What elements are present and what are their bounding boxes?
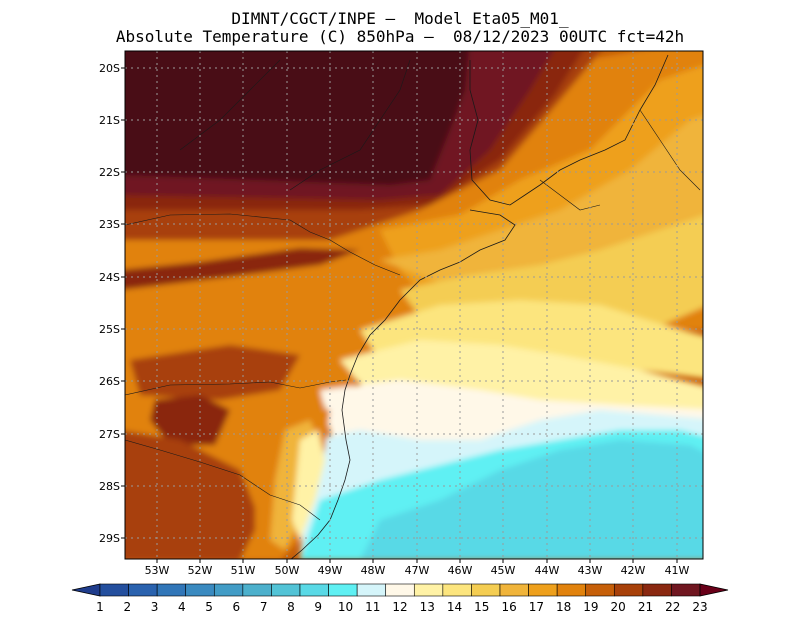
longitude-labels: 53W 52W 51W 50W 49W 48W 47W 46W 45W 44W 43W 42W 41W xyxy=(145,559,690,577)
lat-label: 23S xyxy=(99,218,120,231)
lon-label: 47W xyxy=(405,564,430,577)
lon-label: 44W xyxy=(535,564,560,577)
colorbar-label: 12 xyxy=(392,600,407,614)
colorbar-swatch xyxy=(556,583,587,597)
lon-label: 46W xyxy=(448,564,473,577)
lon-label: 49W xyxy=(318,564,343,577)
colorbar-label: 14 xyxy=(447,600,462,614)
colorbar-swatch xyxy=(242,583,272,597)
colorbar-swatch xyxy=(213,583,244,597)
lat-label: 28S xyxy=(99,480,120,493)
colorbar-label: 18 xyxy=(556,600,571,614)
lat-label: 21S xyxy=(99,114,120,127)
graticule xyxy=(125,51,703,559)
lat-label: 25S xyxy=(99,323,120,336)
lon-label: 53W xyxy=(145,564,170,577)
colorbar-label: 11 xyxy=(365,600,380,614)
map-title-line-1: DIMNT/CGCT/INPE – Model Eta05_M01_ xyxy=(231,9,569,28)
colorbar-swatch xyxy=(471,583,501,597)
colorbar: 1 2 3 4 5 6 7 8 9 10 11 12 13 14 15 16 17 18 19 20 21 22 23 xyxy=(71,583,729,614)
colorbar-swatch xyxy=(356,583,387,597)
lat-label: 26S xyxy=(99,375,120,388)
colorbar-swatch xyxy=(642,583,672,597)
colorbar-label: 16 xyxy=(501,600,516,614)
colorbar-label: 3 xyxy=(151,600,159,614)
colorbar-swatch xyxy=(385,583,415,597)
state-borders xyxy=(125,59,701,521)
colorbar-swatch xyxy=(99,583,129,597)
colorbar-label: 17 xyxy=(529,600,544,614)
colorbar-swatch xyxy=(185,583,215,597)
colorbar-label: 23 xyxy=(692,600,707,614)
colorbar-swatch xyxy=(128,583,158,597)
lat-label: 29S xyxy=(99,532,120,545)
colorbar-swatch xyxy=(299,583,329,597)
colorbar-arrow-right xyxy=(699,583,729,597)
colorbar-label: 6 xyxy=(233,600,241,614)
colorbar-swatch xyxy=(671,583,701,597)
lat-label: 24S xyxy=(99,271,120,284)
lon-label: 41W xyxy=(665,564,690,577)
lon-label: 48W xyxy=(361,564,386,577)
colorbar-label: 9 xyxy=(314,600,322,614)
colorbar-swatch xyxy=(585,583,615,597)
colorbar-label: 4 xyxy=(178,600,186,614)
lon-label: 45W xyxy=(491,564,516,577)
colorbar-label: 8 xyxy=(287,600,295,614)
colorbar-arrow-left xyxy=(71,583,101,597)
colorbar-swatch xyxy=(271,583,301,597)
colorbar-label: 21 xyxy=(638,600,653,614)
colorbar-label: 1 xyxy=(96,600,104,614)
lon-label: 42W xyxy=(621,564,646,577)
colorbar-label: 20 xyxy=(611,600,626,614)
colorbar-label: 22 xyxy=(665,600,680,614)
lon-label: 52W xyxy=(188,564,213,577)
colorbar-label: 15 xyxy=(474,600,489,614)
lon-label: 50W xyxy=(275,564,300,577)
colorbar-swatch xyxy=(499,583,529,597)
lat-label: 22S xyxy=(99,166,120,179)
colorbar-swatch xyxy=(528,583,558,597)
colorbar-label: 13 xyxy=(420,600,435,614)
lat-label: 20S xyxy=(99,62,120,75)
temperature-field xyxy=(125,51,703,559)
colorbar-label: 5 xyxy=(205,600,213,614)
colorbar-swatch xyxy=(156,583,187,597)
colorbar-label: 2 xyxy=(123,600,131,614)
colorbar-label: 10 xyxy=(338,600,353,614)
lon-label: 51W xyxy=(231,564,256,577)
colorbar-swatch xyxy=(328,583,358,597)
colorbar-swatch xyxy=(613,583,644,597)
lat-label: 27S xyxy=(99,428,120,441)
map-title-line-2: Absolute Temperature (C) 850hPa – 08/12/… xyxy=(115,27,685,46)
latitude-labels: 20S 21S 22S 23S 24S 25S 26S 27S 28S 29S xyxy=(99,62,125,545)
colorbar-label: 19 xyxy=(583,600,598,614)
colorbar-swatch xyxy=(442,583,472,597)
colorbar-label: 7 xyxy=(260,600,268,614)
lon-label: 43W xyxy=(578,564,603,577)
map-frame xyxy=(124,50,704,560)
colorbar-swatch xyxy=(413,583,444,597)
